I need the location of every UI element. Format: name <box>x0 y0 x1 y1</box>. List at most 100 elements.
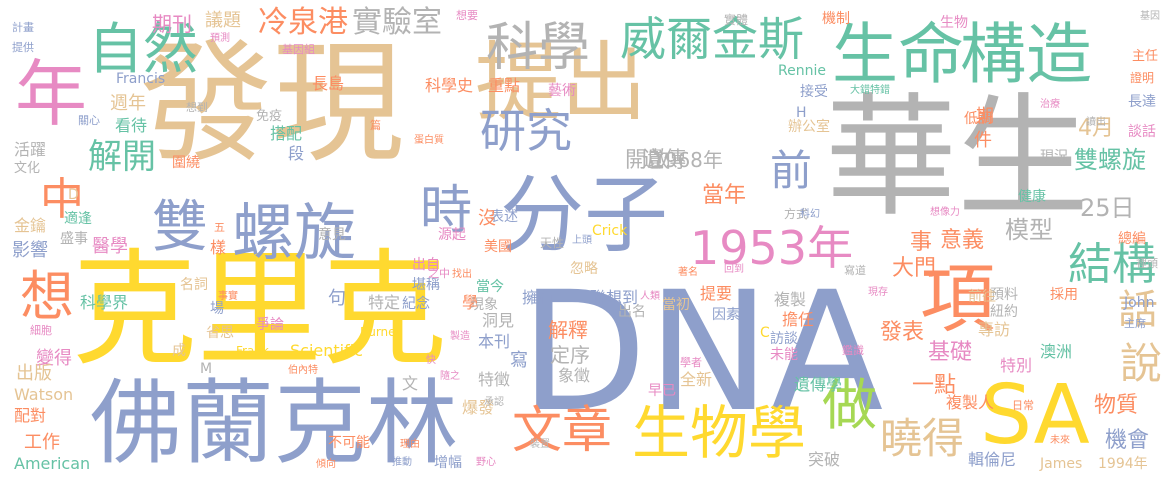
cloud-word: 出版 <box>16 363 52 384</box>
cloud-word: 治療 <box>1040 99 1060 110</box>
cloud-word: 健康 <box>1018 189 1046 205</box>
cloud-word: 大門 <box>892 256 937 281</box>
cloud-word: Crick <box>592 223 628 239</box>
cloud-word: 華生 <box>825 81 1089 235</box>
cloud-word: 裝置 <box>530 439 550 450</box>
cloud-word: Watson <box>14 385 74 404</box>
cloud-word: 螺旋 <box>232 196 357 269</box>
cloud-word: 基因組 <box>282 43 315 56</box>
cloud-word: 遺傳學 <box>794 375 843 394</box>
cloud-word: John <box>1124 295 1155 311</box>
cloud-word: 辦公室 <box>788 119 830 135</box>
cloud-word: 雙螺旋 <box>1074 146 1146 174</box>
cloud-word: James <box>1040 456 1083 472</box>
cloud-word: 年 <box>15 52 88 136</box>
cloud-word: 特定 <box>368 293 401 312</box>
cloud-word: 基因 <box>1140 11 1160 22</box>
cloud-word: 擔任 <box>782 310 815 329</box>
cloud-word: 回到 <box>724 264 744 275</box>
cloud-word: 模型 <box>1005 216 1053 244</box>
cloud-word: 金鑰 <box>14 216 47 235</box>
cloud-word: Rennie <box>778 63 826 79</box>
cloud-word: 期刊 <box>152 12 192 36</box>
cloud-word: 特徵 <box>478 370 511 389</box>
cloud-word: 文 <box>402 374 419 393</box>
cloud-word: 五 <box>214 221 225 234</box>
cloud-word: 分子 <box>500 166 669 264</box>
cloud-word: 方式 <box>784 207 809 221</box>
cloud-word: 樣 <box>210 238 227 257</box>
cloud-word: 特別 <box>1000 356 1033 375</box>
cloud-word: American <box>14 454 91 473</box>
cloud-word: 開啟 <box>625 148 670 173</box>
cloud-word: 生命 <box>832 16 964 93</box>
cloud-word: 搭配 <box>270 124 303 143</box>
cloud-word: 適逢 <box>64 211 92 227</box>
cloud-word: 意義 <box>940 228 985 253</box>
cloud-word: 做 <box>822 373 878 437</box>
cloud-word: 出自 <box>412 257 440 273</box>
cloud-word: 基礎 <box>928 340 973 365</box>
cloud-word: 裡頭 <box>1136 257 1158 270</box>
cloud-word: 生物學 <box>632 399 807 467</box>
cloud-word: 長島 <box>312 74 345 93</box>
cloud-word: 紀念 <box>402 296 430 312</box>
cloud-word: 當今 <box>476 279 504 295</box>
cloud-word: 談話 <box>1128 124 1156 140</box>
cloud-word: 預料 <box>990 287 1018 303</box>
cloud-word: 預測 <box>210 33 230 44</box>
cloud-word: 當初 <box>662 297 690 313</box>
cloud-word: 議題 <box>205 10 241 31</box>
cloud-word: 承認 <box>484 397 504 408</box>
cloud-word: 人類 <box>640 291 660 302</box>
cloud-word: 洞見 <box>482 311 515 330</box>
cloud-word: H <box>796 105 807 121</box>
cloud-word: 主席 <box>1124 317 1146 330</box>
cloud-word: 佛蘭克林 <box>90 370 459 477</box>
cloud-word: 4月 <box>1078 116 1114 141</box>
cloud-word: 本刊 <box>478 332 511 351</box>
cloud-word: 成 <box>172 343 186 359</box>
cloud-word: 自然 <box>88 17 199 81</box>
cloud-word: 突破 <box>808 450 841 469</box>
cloud-word: 機會 <box>1105 428 1150 453</box>
cloud-word: 工作 <box>24 432 60 453</box>
cloud-word: 計畫 <box>12 21 34 34</box>
cloud-word: 藝術 <box>548 83 576 99</box>
cloud-word: 著名 <box>678 267 698 278</box>
cloud-word: 前 <box>770 146 813 195</box>
cloud-word: Frank <box>236 344 269 358</box>
cloud-word: 解釋 <box>548 318 588 342</box>
cloud-word: 中 <box>40 174 84 225</box>
cloud-word: 說 <box>1120 339 1163 388</box>
cloud-word: 現存 <box>868 287 888 298</box>
cloud-word: 定序 <box>550 343 590 367</box>
cloud-word: 曉得 <box>880 414 965 463</box>
cloud-word: 機制 <box>822 11 850 27</box>
cloud-word: 實體 <box>724 13 749 27</box>
cloud-word: 變得 <box>36 348 72 369</box>
cloud-word: 1994年 <box>1098 456 1148 472</box>
cloud-word: 複製 <box>774 290 807 309</box>
cloud-word: 找出 <box>452 269 472 280</box>
cloud-word: SA <box>980 368 1090 463</box>
cloud-word: 澳洲 <box>1040 342 1073 361</box>
cloud-word: 遺傳 <box>642 148 687 173</box>
cloud-word: 提要 <box>700 284 733 303</box>
cloud-word: 科學史 <box>425 76 474 95</box>
cloud-word: 早已 <box>648 383 676 399</box>
cloud-word: 25日 <box>1080 194 1135 222</box>
cloud-word: 總編 <box>1118 231 1146 247</box>
cloud-word: 爆發 <box>462 398 495 417</box>
cloud-word: 構造 <box>960 16 1092 93</box>
cloud-word: 象徵 <box>558 366 591 385</box>
cloud-word: 段 <box>288 144 305 163</box>
cloud-word: 伯內特 <box>288 365 318 376</box>
cloud-word: 看待 <box>115 116 148 135</box>
cloud-word: 專訪 <box>978 320 1011 339</box>
cloud-word: Burnet <box>360 325 401 339</box>
cloud-word: 場 <box>210 301 224 317</box>
cloud-word: 表述 <box>490 209 518 225</box>
cloud-word: 聯想到 <box>590 288 639 307</box>
cloud-word: 篇 <box>370 119 381 132</box>
